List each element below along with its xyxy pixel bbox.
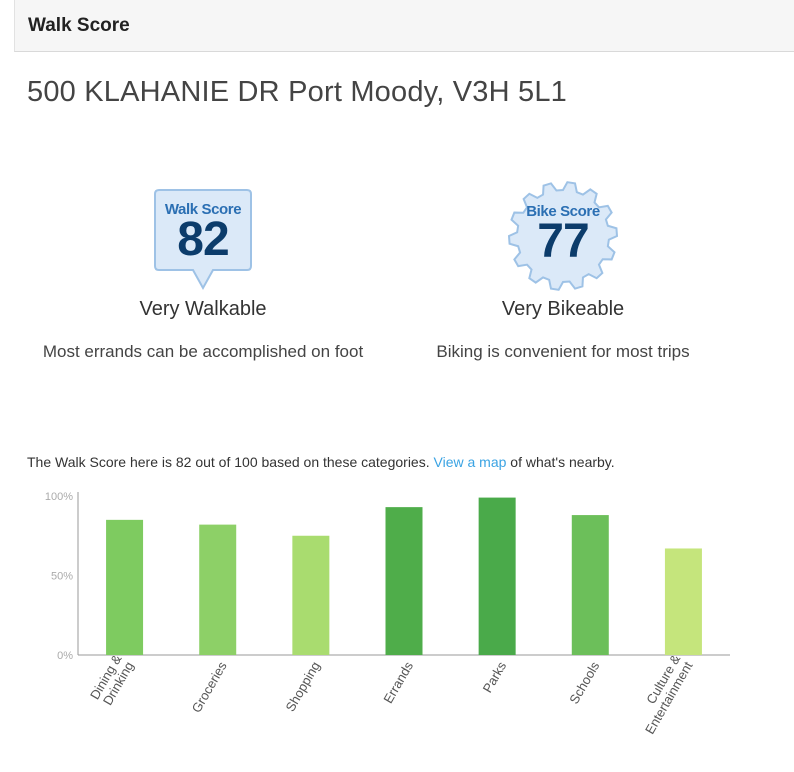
x-tick-label: Shopping: [282, 659, 322, 714]
bar-3: [292, 535, 330, 655]
walk-score-badge[interactable]: Walk Score 82: [153, 188, 253, 294]
x-tick-label: Schools: [566, 659, 602, 707]
walk-score-subtext: Most errands can be accomplished on foot: [42, 342, 364, 361]
x-tick-line: Schools: [566, 659, 602, 707]
bike-score-block: Bike Score 77 Very Bikeable Biking is co…: [383, 180, 743, 361]
walk-badge-label: Walk Score: [164, 201, 242, 218]
category-bar-chart: 0% 50% 100% Dining &Drinking Groceries Shoppi…: [45, 491, 730, 737]
walk-score-description: Very Walkable: [139, 298, 267, 320]
y-tick-label: 50%: [51, 571, 73, 583]
address-title: 500 KLAHANIE DR Port Moody, V3H 5L1: [27, 76, 567, 108]
walk-score-value: 82: [177, 213, 229, 266]
walk-badge-shape: [154, 189, 252, 291]
section-title: Walk Score: [28, 15, 130, 36]
x-tick-line: Shopping: [282, 659, 322, 714]
x-tick-line: Parks: [480, 659, 510, 696]
bike-gear-icon: [507, 181, 619, 291]
x-tick-label: Dining &Drinking: [87, 652, 137, 709]
x-tick-label: Culture &Entertainment: [630, 652, 696, 737]
bar-4: [385, 507, 423, 655]
x-tick-line: Groceries: [189, 659, 230, 716]
y-tick-label: 0%: [57, 650, 73, 662]
walk-score-block: Walk Score 82 Very Walkable Most errands…: [23, 188, 383, 361]
bike-score-badge[interactable]: Bike Score 77: [507, 180, 619, 292]
x-tick-line: Errands: [380, 659, 416, 706]
bar-5: [478, 497, 516, 655]
view-map-link[interactable]: View a map: [433, 454, 507, 470]
y-tick-label: 100%: [45, 491, 73, 503]
bar-2: [199, 524, 237, 655]
summary-text-before: The Walk Score here is 82 out of 100 bas…: [27, 454, 434, 470]
x-tick-label: Groceries: [189, 659, 230, 716]
section-header: Walk Score: [14, 0, 794, 52]
x-tick-label: Errands: [380, 659, 416, 706]
score-summary: The Walk Score here is 82 out of 100 bas…: [27, 454, 615, 470]
bike-score-description: Very Bikeable: [501, 298, 625, 320]
bar-6: [571, 515, 609, 655]
bike-score-subtext: Biking is convenient for most trips: [436, 342, 690, 361]
bike-score-value: 77: [537, 215, 589, 268]
bar-1: [106, 519, 144, 655]
bar-7: [664, 548, 702, 655]
summary-text-after: of what's nearby.: [506, 454, 615, 470]
x-tick-label: Parks: [480, 659, 510, 696]
bike-badge-label: Bike Score: [526, 203, 600, 220]
